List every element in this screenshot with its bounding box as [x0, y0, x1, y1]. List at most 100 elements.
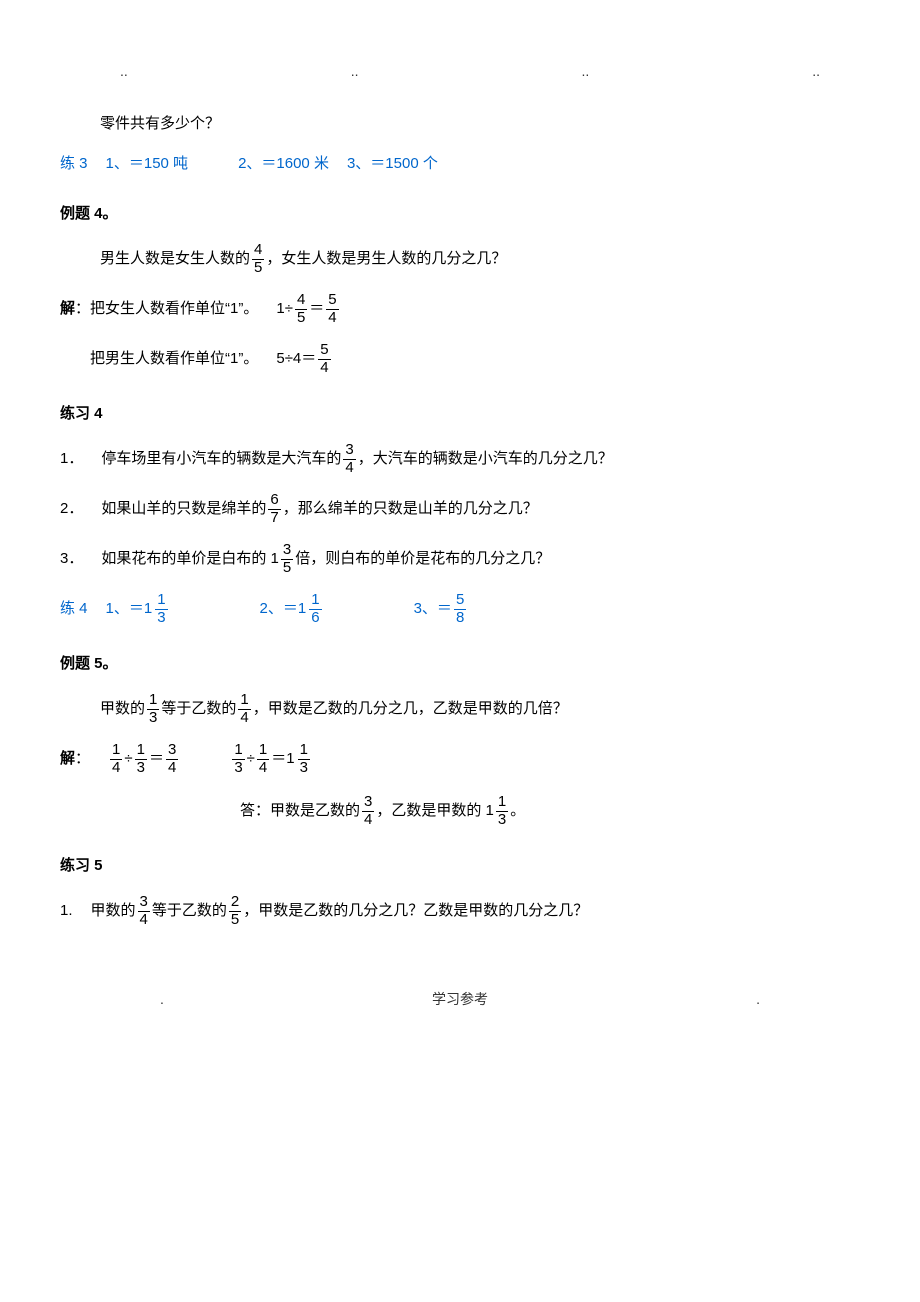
- exercise4-answers: 练 4 1、 ＝1 1 3 2、 ＝1 1 6 3、 ＝ 5 8: [60, 592, 860, 626]
- fraction-1-4: 1 4: [257, 742, 269, 776]
- numerator: 1: [309, 592, 321, 609]
- fraction-5-4: 5 4: [326, 292, 338, 326]
- numerator: 1: [147, 692, 159, 709]
- page-footer: . 学习参考 .: [60, 988, 860, 1010]
- num3: 3、: [414, 597, 437, 621]
- denominator: 5: [281, 560, 293, 577]
- denominator: 4: [343, 460, 355, 477]
- text: ：把女生人数看作单位“1”。: [75, 297, 258, 321]
- denominator: 4: [238, 710, 250, 727]
- numerator: 1: [232, 742, 244, 759]
- denominator: 7: [268, 510, 280, 527]
- fraction-3-4: 3 4: [343, 442, 355, 476]
- header-dots: .. .. .. ..: [60, 60, 860, 82]
- sol-label: 解: [60, 747, 75, 771]
- mixed-1-1-3: 1 1 3: [286, 742, 312, 776]
- example5-title: 例题 5。: [60, 652, 860, 676]
- fraction-3-4: 3 4: [166, 742, 178, 776]
- dot: ..: [120, 60, 128, 82]
- fraction-3-5: 3 5: [281, 542, 293, 576]
- dot: .: [160, 988, 164, 1010]
- num: 1.: [60, 899, 73, 923]
- text: 答：甲数是乙数的: [240, 799, 360, 823]
- div: ÷: [247, 747, 255, 771]
- text: 。: [510, 799, 525, 823]
- numerator: 1: [155, 592, 167, 609]
- whole: ＝1: [283, 597, 306, 621]
- text: 倍，则白布的单价是花布的几分之几？: [295, 547, 550, 571]
- text: ，大汽车的辆数是小汽车的几分之几？: [358, 447, 613, 471]
- denominator: 4: [257, 760, 269, 777]
- text: ，那么绵羊的只数是山羊的几分之几？: [283, 497, 538, 521]
- example4-solution1: 解 ：把女生人数看作单位“1”。 1÷ 4 5 ＝ 5 4: [60, 292, 860, 326]
- numerator: 1: [110, 742, 122, 759]
- example5-line1: 甲数的 1 3 等于乙数的 1 4 ，甲数是乙数的几分之几，乙数是甲数的几倍？: [60, 692, 860, 726]
- num1: 1、: [106, 152, 129, 176]
- eq: 5÷4＝: [276, 347, 316, 371]
- footer-text: 学习参考: [432, 991, 488, 1007]
- denominator: 3: [135, 760, 147, 777]
- text: ，甲数是乙数的几分之几，乙数是甲数的几倍？: [253, 697, 568, 721]
- denominator: 5: [252, 260, 264, 277]
- dot: ..: [581, 60, 589, 82]
- continued-question: 零件共有多少个？: [60, 112, 860, 136]
- fraction-1-4: 1 4: [238, 692, 250, 726]
- fraction-5-4: 5 4: [318, 342, 330, 376]
- fraction-6-7: 6 7: [268, 492, 280, 526]
- numerator: 4: [295, 292, 307, 309]
- denominator: 4: [110, 760, 122, 777]
- eq: ＝: [437, 597, 452, 621]
- fraction-1-3: 1 3: [147, 692, 159, 726]
- fraction: 1 3: [298, 742, 310, 776]
- title: 练习 5: [60, 854, 103, 878]
- practice5-title: 练习 5: [60, 854, 860, 878]
- practice4-title: 练习 4: [60, 402, 860, 426]
- practice4-q3: 3． 如果花布的单价是白布的 1 3 5 倍，则白布的单价是花布的几分之几？: [60, 542, 860, 576]
- label: 练 3: [60, 152, 88, 176]
- colon: ：: [75, 747, 90, 771]
- numerator: 3: [362, 794, 374, 811]
- text: 如果花布的单价是白布的 1: [101, 547, 279, 571]
- numerator: 3: [343, 442, 355, 459]
- text: 甲数的: [100, 697, 145, 721]
- denominator: 5: [295, 310, 307, 327]
- numerator: 5: [454, 592, 466, 609]
- eq: ＝: [149, 747, 164, 771]
- eq: ＝: [271, 747, 286, 771]
- text: 如果山羊的只数是绵羊的: [101, 497, 266, 521]
- num: 1．: [60, 447, 83, 471]
- fraction-4-5: 4 5: [252, 242, 264, 276]
- fraction-1-4: 1 4: [110, 742, 122, 776]
- sol-label: 解: [60, 297, 75, 321]
- denominator: 3: [155, 610, 167, 627]
- text: 等于乙数的: [152, 899, 227, 923]
- exercise3-answers: 练 3 1、 ＝150 吨 2、 ＝1600 米 3、 ＝1500 个: [60, 152, 860, 176]
- val3: ＝1500 个: [370, 152, 438, 176]
- practice4-q1: 1． 停车场里有小汽车的辆数是大汽车的 3 4 ，大汽车的辆数是小汽车的几分之几…: [60, 442, 860, 476]
- label: 练 4: [60, 597, 88, 621]
- example4-line1: 男生人数是女生人数的 4 5 ，女生人数是男生人数的几分之几？: [60, 242, 860, 276]
- text: ，女生人数是男生人数的几分之几？: [266, 247, 506, 271]
- text: 零件共有多少个？: [100, 112, 220, 136]
- fraction-2-5: 2 5: [229, 894, 241, 928]
- denominator: 4: [362, 812, 374, 829]
- mixed-1-1-3: ＝1 1 3: [129, 592, 170, 626]
- numerator: 1: [135, 742, 147, 759]
- numerator: 5: [318, 342, 330, 359]
- mixed-1-1-6: ＝1 1 6: [283, 592, 324, 626]
- numerator: 1: [257, 742, 269, 759]
- denominator: 8: [454, 610, 466, 627]
- denominator: 3: [298, 760, 310, 777]
- fraction-5-8: 5 8: [454, 592, 466, 626]
- example4-solution2: 解： 把男生人数看作单位“1”。 5÷4＝ 5 4: [60, 342, 860, 376]
- practice4-q2: 2． 如果山羊的只数是绵羊的 6 7 ，那么绵羊的只数是山羊的几分之几？: [60, 492, 860, 526]
- denominator: 3: [496, 812, 508, 829]
- num: 3．: [60, 547, 83, 571]
- denominator: 4: [326, 310, 338, 327]
- num2: 2、: [260, 597, 283, 621]
- practice5-q1: 1. 甲数的 3 4 等于乙数的 2 5 ，甲数是乙数的几分之几？乙数是甲数的几…: [60, 894, 860, 928]
- numerator: 5: [326, 292, 338, 309]
- denominator: 4: [318, 360, 330, 377]
- denominator: 4: [138, 912, 150, 929]
- text: 男生人数是女生人数的: [100, 247, 250, 271]
